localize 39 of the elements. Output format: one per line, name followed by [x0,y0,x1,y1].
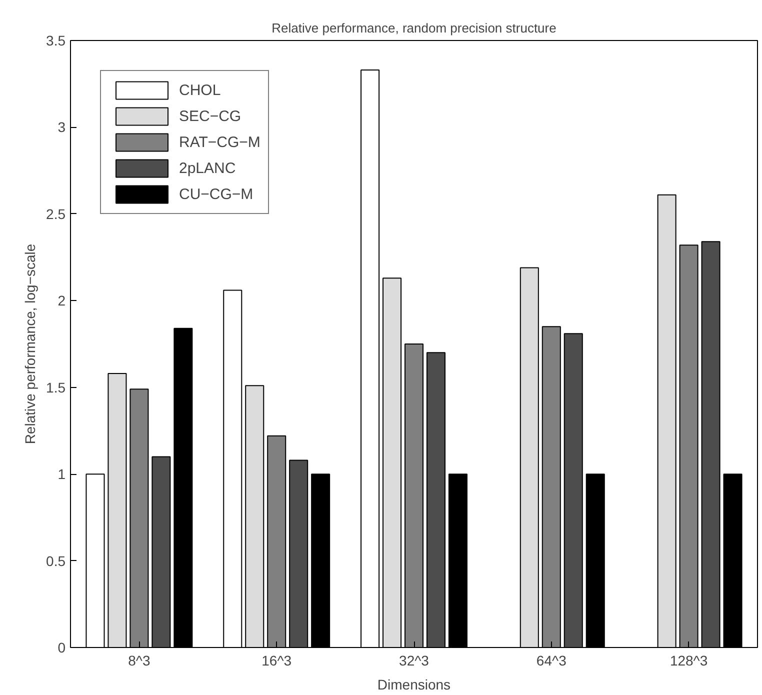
x-tick-label: 16^3 [262,652,292,668]
legend-label: RAT−CG−M [179,134,260,150]
bar [564,333,583,648]
bar [152,456,171,648]
x-tick-label: 32^3 [399,652,430,668]
bar [311,474,330,648]
bar [223,290,242,648]
y-tick-label: 3.5 [46,32,66,48]
y-axis-title: Relative performance, log−scale [22,244,38,444]
legend-label: CU−CG−M [179,186,254,202]
y-tick-label: 1.5 [46,379,66,396]
bar [174,328,193,648]
x-axis-title: Dimensions [377,676,451,692]
legend-label: CHOL [179,82,221,98]
x-tick-label: 8^3 [128,652,150,668]
bar [245,385,264,648]
bar [448,474,468,648]
y-tick-label: 3 [58,119,66,136]
bar [586,474,605,648]
bar [723,474,742,648]
y-tick-label: 1 [58,466,66,482]
bar [289,460,308,648]
bar [360,69,380,648]
y-tick-label: 2 [58,292,66,309]
y-tick-label: 2.5 [46,206,66,222]
legend-label: 2pLANC [179,160,236,176]
x-tick-label: 64^3 [536,652,567,668]
chart-title: Relative performance, random precision structure [272,20,556,36]
y-tick-label: 0 [58,640,66,656]
bar [86,474,105,648]
bar [701,241,720,648]
bar [657,194,676,648]
bar [108,372,127,648]
legend-label: SEC−CG [179,108,242,124]
bar [382,278,402,648]
bar [520,267,539,648]
x-tick-label: 128^3 [670,652,708,668]
y-tick-label: 0.5 [46,552,66,569]
bar [426,352,446,648]
